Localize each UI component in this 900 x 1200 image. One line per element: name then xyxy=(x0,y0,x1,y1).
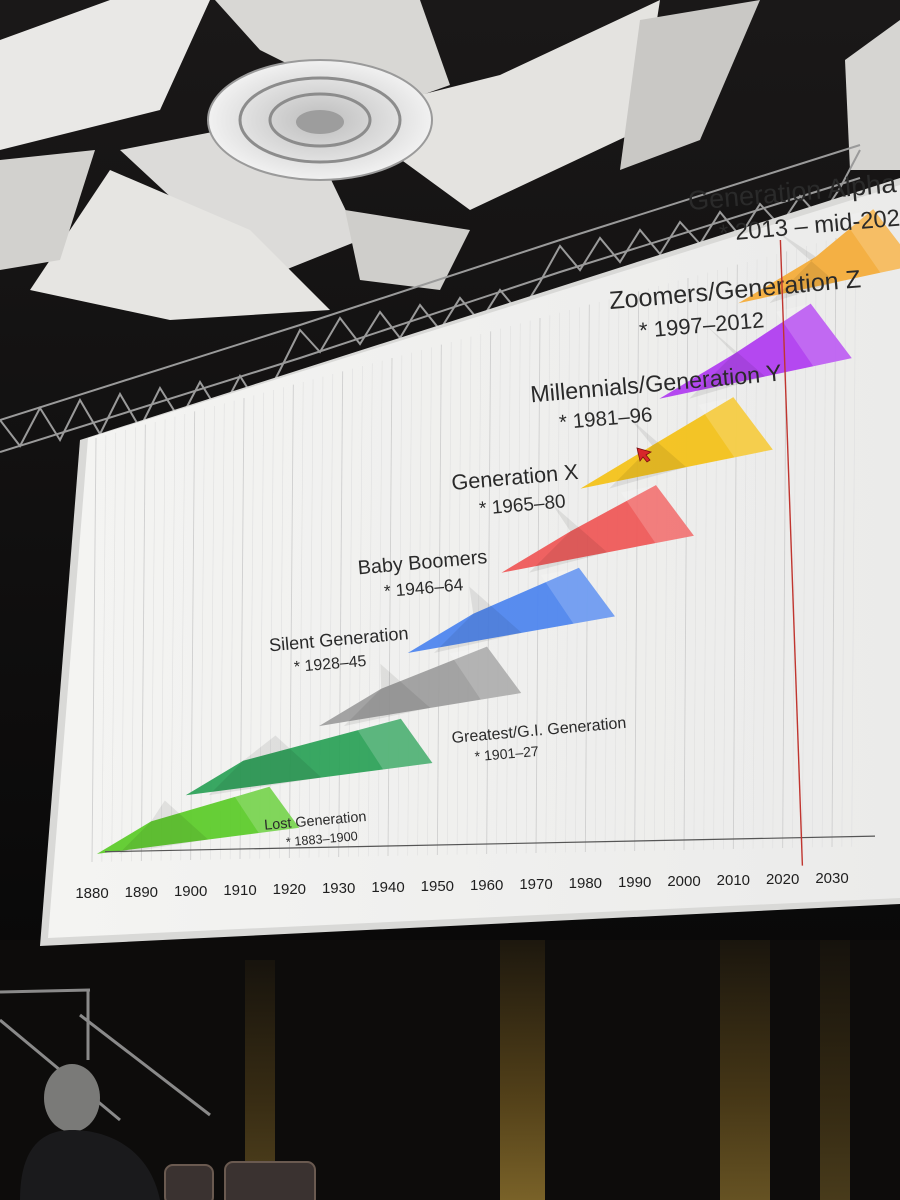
grid-line xyxy=(703,272,709,850)
grid-line xyxy=(515,323,521,854)
x-tick-label: 2030 xyxy=(815,870,848,887)
grid-line xyxy=(654,285,659,851)
grid-line xyxy=(851,232,857,847)
x-tick-label: 1980 xyxy=(569,875,602,892)
grid-line xyxy=(160,419,166,861)
grid-line xyxy=(387,357,393,857)
grid-line xyxy=(624,293,630,852)
grid-line xyxy=(476,333,482,855)
x-tick-label: 1960 xyxy=(470,877,503,894)
generation-band xyxy=(185,718,433,796)
grid-line xyxy=(180,413,186,861)
x-tick-label: 2000 xyxy=(667,873,700,890)
x-tick-label: 1990 xyxy=(618,874,651,891)
grid-line xyxy=(397,355,403,856)
generation-band xyxy=(738,209,900,304)
x-axis-tick-labels: 1880 1890 1900 1910 1920 1930 1940 1950 1960 1970… xyxy=(75,870,848,902)
grid-line xyxy=(525,320,531,854)
grid-line xyxy=(496,328,501,854)
generation-band xyxy=(501,485,694,573)
x-tick-label: 1930 xyxy=(322,880,355,897)
grid-line xyxy=(644,288,649,851)
grid-line xyxy=(91,437,97,863)
grid-line xyxy=(407,352,413,856)
x-tick-label: 1890 xyxy=(125,884,158,901)
generation-years-label: * 1928–45 xyxy=(293,653,367,676)
current-year-line xyxy=(779,239,804,866)
grid-line xyxy=(466,336,472,855)
grid-line xyxy=(446,341,452,855)
generation-band xyxy=(407,567,615,654)
grid-line xyxy=(436,344,442,856)
x-tick-label: 1900 xyxy=(174,883,207,900)
grid-line xyxy=(683,277,689,851)
grid-line xyxy=(506,325,511,854)
x-tick-label: 2020 xyxy=(766,871,799,888)
generation-years-label: * 1901–27 xyxy=(474,743,540,765)
generation-years-label: * 1883–1900 xyxy=(285,829,358,849)
generation-band xyxy=(659,303,852,399)
grid-line xyxy=(358,365,363,857)
grid-line xyxy=(367,363,373,857)
grid-line xyxy=(594,301,600,852)
grid-line xyxy=(101,435,107,862)
grid-line xyxy=(614,296,620,852)
x-axis-line xyxy=(104,835,876,853)
audience-member xyxy=(20,1064,160,1200)
grid-line xyxy=(693,275,699,850)
grid-line xyxy=(377,360,383,857)
grid-line xyxy=(131,427,136,862)
generation-band xyxy=(318,646,522,727)
grid-line xyxy=(456,339,462,855)
grid-line xyxy=(427,347,432,856)
grid-line xyxy=(200,408,205,860)
grid-line xyxy=(348,368,353,857)
grid-line xyxy=(584,304,590,853)
grid-line xyxy=(417,349,422,856)
grid-line xyxy=(338,371,344,858)
grid-line xyxy=(673,280,679,851)
x-tick-label: 2010 xyxy=(717,872,750,889)
grid-line xyxy=(140,424,146,862)
x-tick-label: 1970 xyxy=(519,876,552,893)
generation-band xyxy=(96,786,300,854)
x-tick-label: 1920 xyxy=(273,881,306,898)
grid-line xyxy=(604,299,610,852)
mouse-pointer-icon xyxy=(636,447,652,463)
grid-line xyxy=(190,411,196,861)
grid-line xyxy=(663,283,669,851)
grid-line xyxy=(121,429,126,862)
ceiling-diffuser xyxy=(207,59,433,181)
grid-line xyxy=(634,291,640,852)
grid-line xyxy=(150,421,156,861)
x-tick-label: 1940 xyxy=(371,879,404,896)
grid-line xyxy=(486,331,492,855)
grid-line xyxy=(841,235,847,847)
grid-line xyxy=(111,432,117,862)
x-tick-label: 1910 xyxy=(223,882,256,899)
x-tick-label: 1880 xyxy=(75,885,108,902)
auditorium-chairs xyxy=(164,1161,316,1200)
x-tick-label: 1950 xyxy=(421,878,454,895)
grid-line xyxy=(170,416,176,861)
grid-line xyxy=(328,373,334,858)
